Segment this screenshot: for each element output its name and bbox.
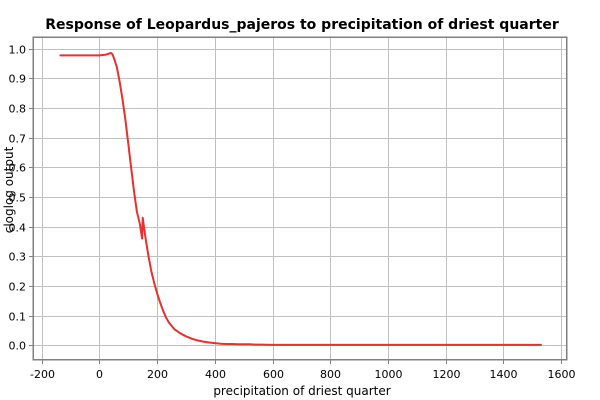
x-tick-label: 1000 xyxy=(375,368,403,381)
y-axis-label: cloglog output xyxy=(2,146,16,233)
x-tick-label: 800 xyxy=(320,368,341,381)
y-tick-label: 0.0 xyxy=(9,340,27,353)
y-tick-label: 0.7 xyxy=(9,133,27,146)
y-tick-label: 0.1 xyxy=(9,311,27,324)
y-tick-label: 0.6 xyxy=(9,162,27,175)
x-tick-label: 1200 xyxy=(433,368,461,381)
y-tick-label: 0.5 xyxy=(9,192,27,205)
y-tick-label: 1.0 xyxy=(9,44,27,57)
x-tick-label: 200 xyxy=(147,368,168,381)
x-tick-label: 0 xyxy=(96,368,103,381)
x-tick-label: 1600 xyxy=(548,368,576,381)
y-tick-label: 0.4 xyxy=(9,222,27,235)
y-tick-label: 0.3 xyxy=(9,251,27,264)
plot-border xyxy=(33,37,567,360)
x-tick-label: -200 xyxy=(30,368,55,381)
x-tick-label: 400 xyxy=(205,368,226,381)
plot-area: -200 0 200 400 600 800 1000 1200 1400 1600 0.0 0.1 0… xyxy=(9,36,576,381)
response-curve-line xyxy=(59,52,542,346)
y-tick-label: 0.9 xyxy=(9,73,27,86)
y-tick-label: 0.8 xyxy=(9,103,27,116)
chart-title: Response of Leopardus_pajeros to precipi… xyxy=(45,17,559,33)
x-axis-label: precipitation of driest quarter xyxy=(213,384,390,398)
plot-frame xyxy=(32,36,568,361)
x-tick-label: 600 xyxy=(263,368,284,381)
x-tick-label: 1400 xyxy=(490,368,518,381)
y-tick-label: 0.2 xyxy=(9,281,27,294)
